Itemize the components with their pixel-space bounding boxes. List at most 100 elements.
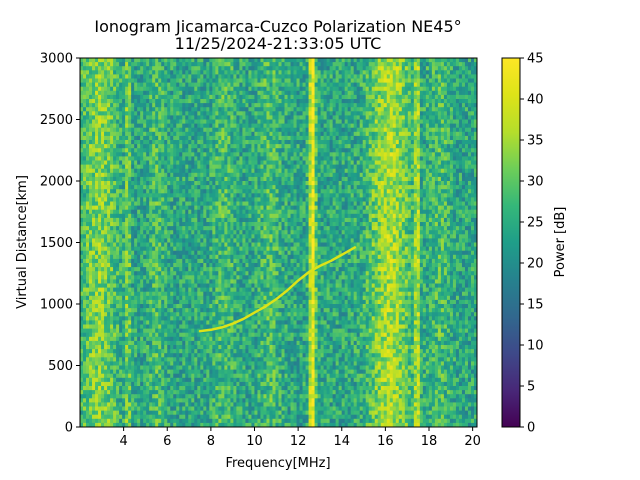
heatmap-cell <box>95 336 99 342</box>
heatmap-cell <box>194 336 198 342</box>
heatmap-cell <box>86 107 90 112</box>
heatmap-cell <box>122 295 126 301</box>
heatmap-cell <box>155 402 159 407</box>
heatmap-cell <box>167 357 171 362</box>
heatmap-cell <box>167 148 171 153</box>
heatmap-cell <box>107 164 111 170</box>
heatmap-cell <box>149 123 153 129</box>
heatmap-cell <box>149 90 153 96</box>
heatmap-cell <box>101 205 105 211</box>
heatmap-cell <box>167 316 171 321</box>
heatmap-cell <box>83 90 87 96</box>
heatmap-cell <box>236 275 240 280</box>
heatmap-cell <box>95 312 99 317</box>
heatmap-cell <box>152 94 156 100</box>
heatmap-cell <box>218 418 222 424</box>
heatmap-cell <box>92 90 96 96</box>
heatmap-cell <box>188 193 192 198</box>
heatmap-cell <box>230 312 234 317</box>
heatmap-cell <box>134 275 138 280</box>
heatmap-cell <box>107 287 111 293</box>
heatmap-cell <box>194 295 198 301</box>
heatmap-cell <box>113 275 117 280</box>
heatmap-cell <box>128 287 132 293</box>
heatmap-cell <box>227 115 231 120</box>
heatmap-cell <box>95 193 99 198</box>
heatmap-cell <box>137 304 141 309</box>
heatmap-cell <box>179 283 183 288</box>
heatmap-cell <box>167 127 171 133</box>
heatmap-cell <box>143 74 147 79</box>
heatmap-cell <box>152 103 156 108</box>
heatmap-cell <box>134 414 138 420</box>
heatmap-cell <box>134 295 138 301</box>
heatmap-cell <box>80 361 84 366</box>
heatmap-cell <box>113 176 117 182</box>
heatmap-cell <box>215 386 219 391</box>
heatmap-cell <box>86 287 90 293</box>
heatmap-cell <box>239 263 243 268</box>
heatmap-cell <box>152 357 156 362</box>
heatmap-cell <box>239 422 243 427</box>
heatmap-cell <box>206 316 210 321</box>
heatmap-cell <box>239 410 243 416</box>
heatmap-cell <box>101 283 105 288</box>
heatmap-cell <box>140 86 144 92</box>
heatmap-cell <box>107 254 111 260</box>
heatmap-cell <box>161 422 165 427</box>
heatmap-cell <box>200 340 204 346</box>
heatmap-cell <box>152 119 156 124</box>
heatmap-cell <box>191 226 195 231</box>
heatmap-cell <box>194 226 198 231</box>
heatmap-cell <box>167 205 171 211</box>
heatmap-cell <box>149 222 153 227</box>
heatmap-cell <box>179 135 183 141</box>
heatmap-cell <box>95 304 99 309</box>
heatmap-cell <box>155 398 159 403</box>
heatmap-cell <box>104 283 108 288</box>
heatmap-cell <box>212 345 216 350</box>
heatmap-cell <box>191 320 195 325</box>
heatmap-cell <box>86 291 90 297</box>
heatmap-cell <box>128 123 132 129</box>
heatmap-cell <box>149 381 153 387</box>
heatmap-cell <box>236 119 240 124</box>
heatmap-cell <box>119 78 123 83</box>
heatmap-cell <box>110 246 114 252</box>
heatmap-cell <box>158 217 162 223</box>
heatmap-cell <box>221 144 225 149</box>
heatmap-cell <box>155 168 159 174</box>
heatmap-cell <box>227 217 231 223</box>
heatmap-cell <box>179 406 183 411</box>
heatmap-cell <box>200 66 204 71</box>
heatmap-cell <box>98 135 102 141</box>
heatmap-cell <box>158 394 162 399</box>
heatmap-cell <box>116 131 120 137</box>
heatmap-cell <box>197 312 201 317</box>
heatmap-cell <box>206 107 210 112</box>
heatmap-cell <box>83 308 87 313</box>
heatmap-cell <box>119 316 123 321</box>
heatmap-cell <box>167 275 171 280</box>
heatmap-cell <box>131 283 135 288</box>
heatmap-cell <box>212 160 216 165</box>
heatmap-cell <box>143 99 147 104</box>
heatmap-cell <box>173 62 177 67</box>
heatmap-cell <box>140 156 144 161</box>
heatmap-cell <box>110 361 114 366</box>
heatmap-cell <box>155 394 159 399</box>
heatmap-cell <box>110 381 114 387</box>
heatmap-cell <box>110 176 114 182</box>
heatmap-cell <box>161 82 165 88</box>
heatmap-cell <box>128 78 132 83</box>
heatmap-cell <box>110 217 114 223</box>
heatmap-cell <box>131 217 135 223</box>
heatmap-cell <box>176 328 180 334</box>
heatmap-cell <box>182 410 186 416</box>
heatmap-cell <box>155 349 159 354</box>
heatmap-cell <box>116 123 120 129</box>
heatmap-cell <box>164 230 168 235</box>
heatmap-cell <box>116 394 120 399</box>
heatmap-cell <box>110 230 114 235</box>
heatmap-cell <box>107 381 111 387</box>
